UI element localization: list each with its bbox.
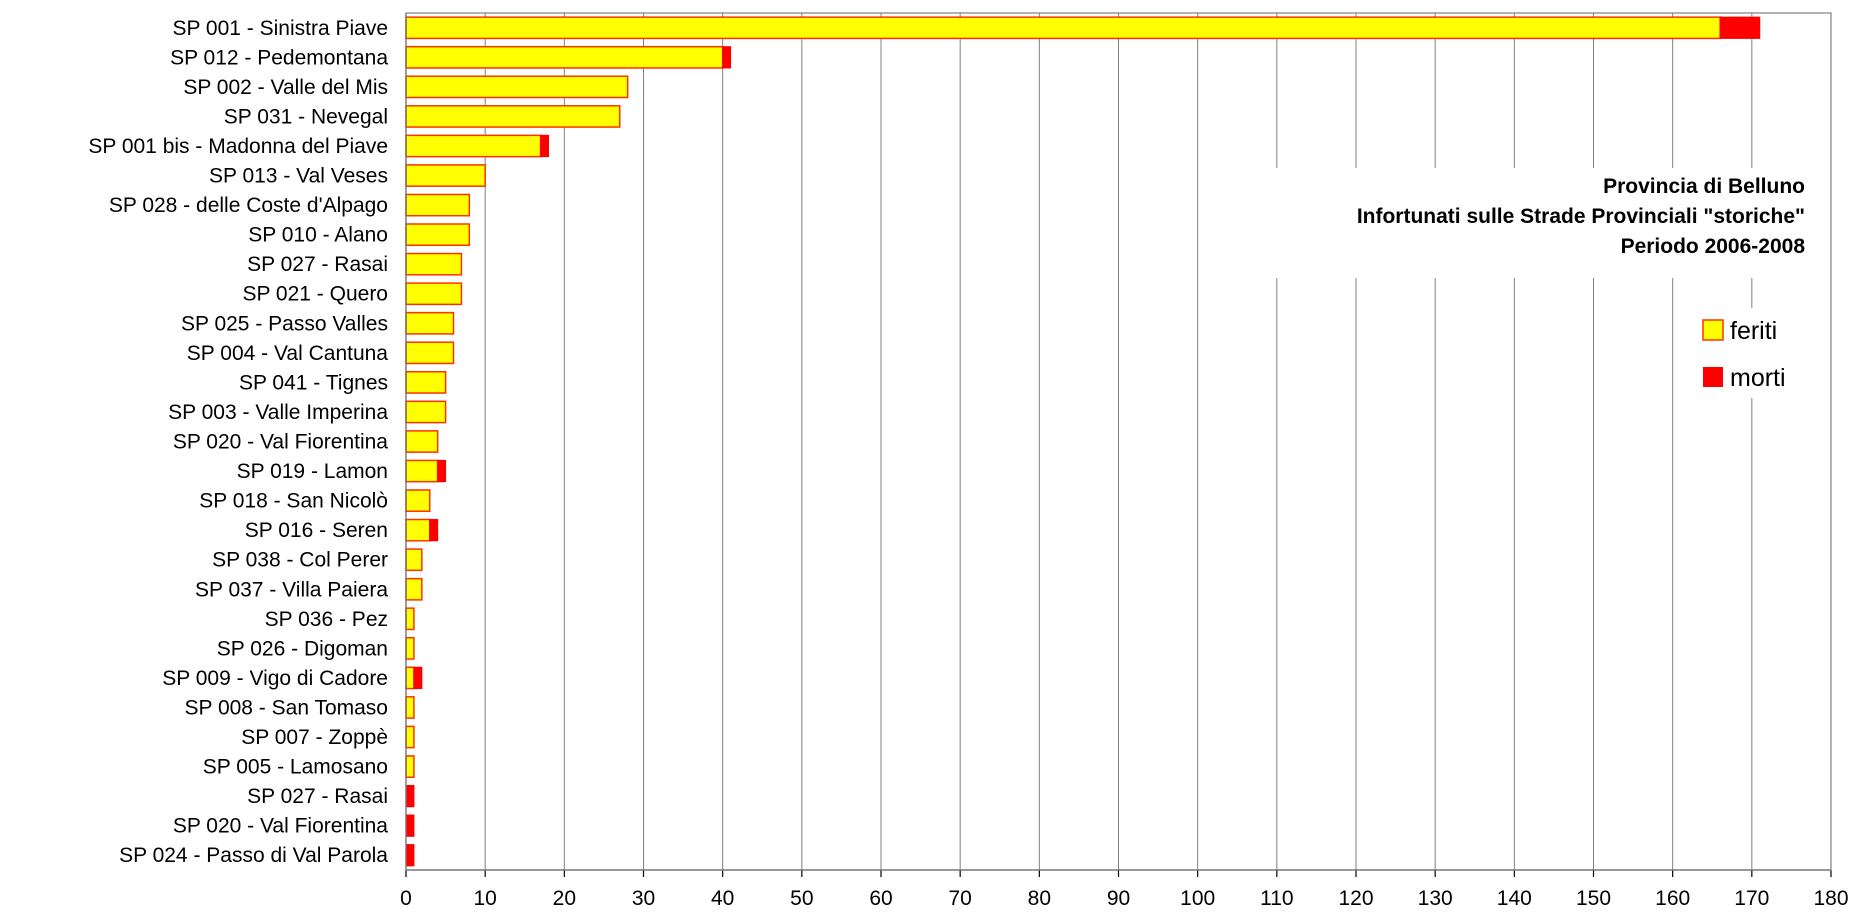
bar-feriti xyxy=(405,666,415,690)
gridlines xyxy=(484,13,1753,870)
category-label: SP 001 - Sinistra Piave xyxy=(172,17,388,40)
bar-morti xyxy=(413,666,423,690)
x-tick-label: 160 xyxy=(1655,887,1690,910)
category-label: SP 009 - Vigo di Cadore xyxy=(162,667,388,690)
legend-swatch-morti xyxy=(1703,367,1723,387)
category-label: SP 024 - Passo di Val Parola xyxy=(119,844,388,867)
category-label: SP 005 - Lamosano xyxy=(203,756,388,779)
bar-feriti xyxy=(405,459,439,483)
x-tick-label: 30 xyxy=(632,887,655,910)
bar-feriti xyxy=(405,311,455,335)
bar-morti xyxy=(405,814,415,837)
bar-feriti xyxy=(405,223,471,247)
x-tick-label: 100 xyxy=(1180,887,1215,910)
bar-morti xyxy=(405,784,415,808)
title-background xyxy=(1245,168,1810,278)
category-label: SP 028 - delle Coste d'Alpago xyxy=(109,194,388,217)
bar-feriti xyxy=(405,548,423,572)
bar-feriti xyxy=(405,252,463,276)
bar-feriti xyxy=(405,45,724,69)
category-label: SP 019 - Lamon xyxy=(237,460,388,483)
category-label: SP 002 - Valle del Mis xyxy=(183,76,388,99)
bar-feriti xyxy=(405,282,463,306)
category-label: SP 031 - Nevegal xyxy=(224,105,388,128)
bar-feriti xyxy=(405,696,415,719)
category-labels: SP 001 - Sinistra Piave SP 012 - Pedemont… xyxy=(88,17,388,867)
bar-feriti xyxy=(405,16,1721,40)
x-tick-label: 130 xyxy=(1418,887,1453,910)
bar-feriti xyxy=(405,164,486,187)
x-tick-label: 170 xyxy=(1734,887,1769,910)
x-tick-label: 80 xyxy=(1028,887,1051,910)
category-label: SP 003 - Valle Imperina xyxy=(168,401,388,424)
category-label: SP 004 - Val Cantuna xyxy=(187,342,389,365)
x-tick-label: 140 xyxy=(1497,887,1532,910)
x-tick-label: 180 xyxy=(1813,887,1848,910)
category-label: SP 020 - Val Fiorentina xyxy=(173,431,388,454)
x-tick-label: 150 xyxy=(1576,887,1611,910)
x-tick-label: 20 xyxy=(553,887,576,910)
category-label: SP 027 - Rasai xyxy=(247,785,388,808)
category-label: SP 041 - Tignes xyxy=(239,371,388,394)
category-label: SP 021 - Quero xyxy=(242,283,388,306)
category-label: SP 025 - Passo Valles xyxy=(181,312,388,335)
bar-feriti xyxy=(405,430,439,453)
bars xyxy=(405,16,1761,867)
title-line-2: Infortunati sulle Strade Provinciali "st… xyxy=(1357,205,1805,228)
x-tick-label: 120 xyxy=(1338,887,1373,910)
x-tick-label: 40 xyxy=(711,887,734,910)
category-label: SP 020 - Val Fiorentina xyxy=(173,815,388,838)
bar-morti xyxy=(1719,16,1761,39)
category-label: SP 038 - Col Perer xyxy=(212,549,388,572)
x-tick-label: 0 xyxy=(400,887,412,910)
bar-feriti xyxy=(405,75,629,99)
x-tick-label: 60 xyxy=(869,887,892,910)
bar-morti xyxy=(437,459,447,483)
bar-feriti xyxy=(405,193,471,217)
bar-morti xyxy=(429,519,439,542)
legend-swatch-feriti xyxy=(1702,319,1724,341)
x-tick-label: 70 xyxy=(948,887,971,910)
bar-feriti xyxy=(405,489,431,512)
bar-feriti xyxy=(405,607,415,631)
bar-feriti xyxy=(405,371,447,394)
bar-feriti xyxy=(405,341,455,365)
bar-feriti xyxy=(405,725,415,749)
legend: feriti morti xyxy=(1690,308,1810,398)
category-label: SP 036 - Pez xyxy=(265,608,388,631)
bar-feriti xyxy=(405,755,415,778)
category-label: SP 018 - San Nicolò xyxy=(199,490,388,513)
bar-morti xyxy=(722,46,732,69)
category-label: SP 012 - Pedemontana xyxy=(170,46,388,69)
category-label: SP 026 - Digoman xyxy=(217,637,388,660)
bar-feriti xyxy=(405,105,621,128)
x-tick-label: 50 xyxy=(790,887,813,910)
x-tick-label: 90 xyxy=(1107,887,1130,910)
category-label: SP 037 - Villa Paiera xyxy=(195,578,388,601)
x-tick-label: 10 xyxy=(473,887,496,910)
category-label: SP 010 - Alano xyxy=(248,224,388,247)
category-label: SP 001 bis - Madonna del Piave xyxy=(88,135,388,158)
bar-feriti xyxy=(405,400,447,424)
title-line-3: Periodo 2006-2008 xyxy=(1621,235,1806,258)
category-label: SP 016 - Seren xyxy=(245,519,388,542)
category-label: SP 027 - Rasai xyxy=(247,253,388,276)
plot-area-border xyxy=(405,12,1832,871)
bar-morti xyxy=(540,134,549,158)
bar-feriti xyxy=(405,134,542,158)
bar-feriti xyxy=(405,636,415,660)
x-axis: 0 10 20 30 40 50 60 70 80 90 100 110 120 130 140 150 160… xyxy=(400,13,1849,910)
title-box: Provincia di Belluno Infortunati sulle S… xyxy=(1245,168,1810,278)
category-label: SP 013 - Val Veses xyxy=(209,165,388,188)
legend-label-morti: morti xyxy=(1730,364,1786,392)
bar-morti xyxy=(405,844,415,867)
bar-feriti xyxy=(405,577,423,601)
category-label: SP 008 - San Tomaso xyxy=(184,696,388,719)
title-line-1: Provincia di Belluno xyxy=(1603,175,1805,198)
category-label: SP 007 - Zoppè xyxy=(241,726,388,749)
x-tick-label: 110 xyxy=(1260,887,1293,910)
bar-feriti xyxy=(405,518,431,542)
legend-label-feriti: feriti xyxy=(1730,317,1777,345)
